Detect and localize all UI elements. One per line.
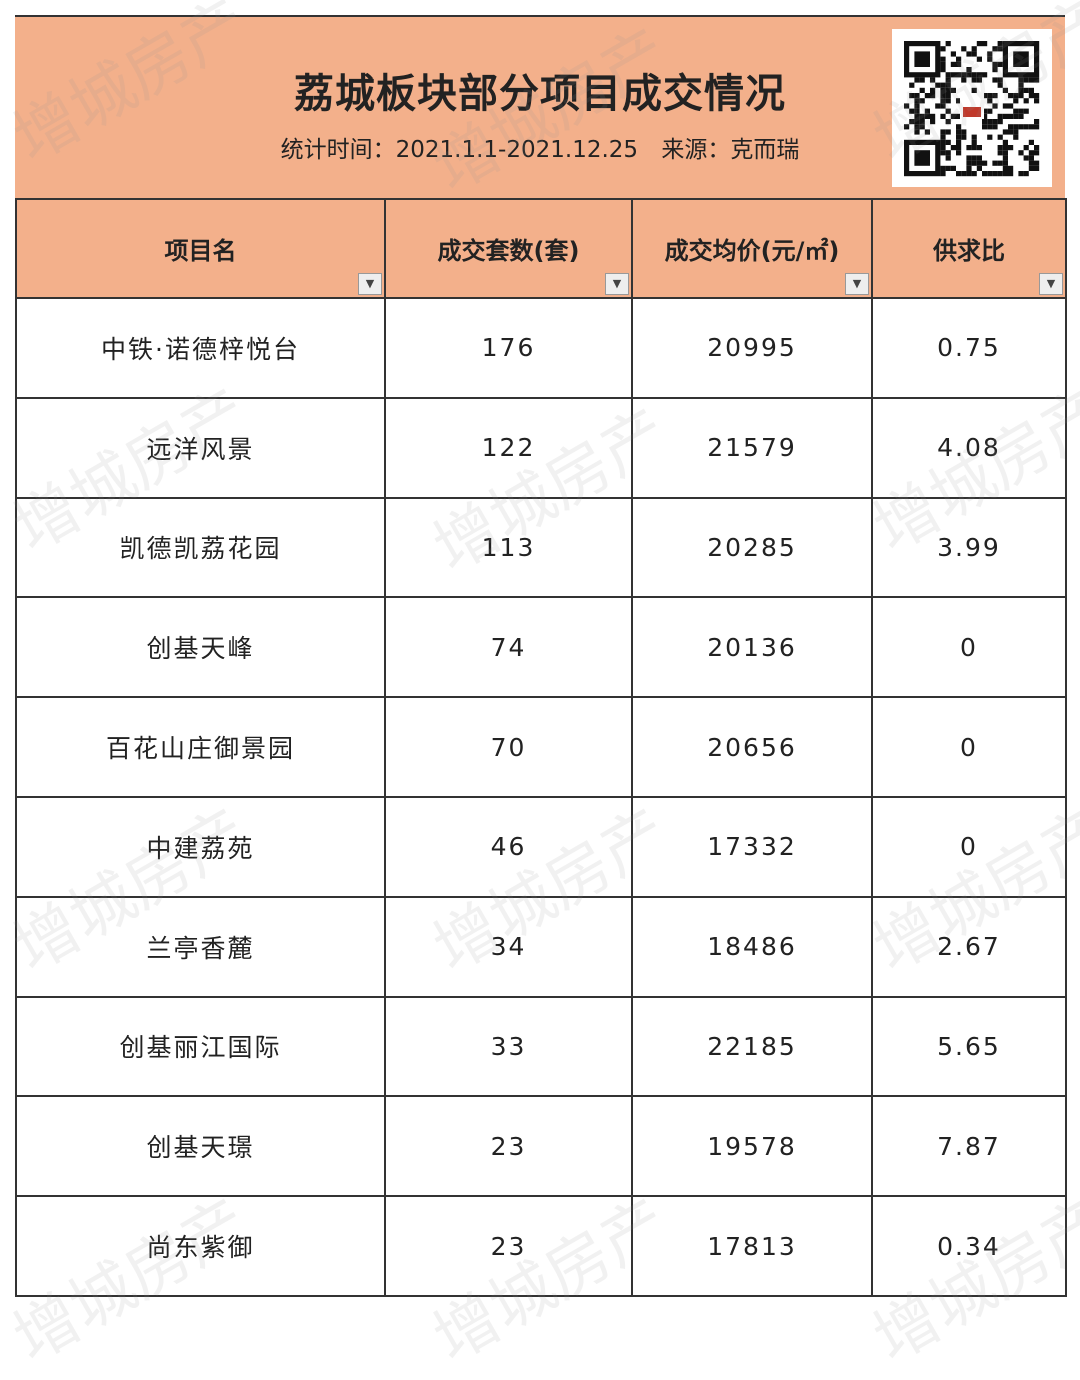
column-header-label: 供求比 (933, 237, 1005, 265)
data-source: 来源：克而瑞 (661, 137, 800, 163)
table-cell: 3.99 (871, 496, 1067, 599)
table-cell: 百花山庄御景园 (15, 696, 386, 798)
data-table: 项目名 ▼ 成交套数(套) ▼ 成交均价(元/㎡) ▼ 供求比 ▼ 中铁·诺德梓悦台 176 20… (15, 198, 1067, 1297)
table-cell: 20136 (631, 596, 873, 699)
table-row: 凯德凯荔花园 113 20285 3.99 (15, 496, 1067, 599)
table-cell: 20995 (631, 297, 873, 399)
filter-dropdown-icon[interactable]: ▼ (1039, 273, 1063, 295)
table-cell: 74 (384, 596, 633, 699)
table-cell: 凯德凯荔花园 (15, 496, 386, 599)
table-row: 远洋风景 122 21579 4.08 (15, 396, 1067, 499)
table-row: 中建荔苑 46 17332 0 (15, 795, 1067, 898)
table-row: 尚东紫御 23 17813 0.34 (15, 1195, 1067, 1297)
table-cell: 远洋风景 (15, 396, 386, 499)
table-row: 兰亭香麓 34 18486 2.67 (15, 895, 1067, 998)
table-cell: 34 (384, 895, 633, 998)
table-cell: 4.08 (871, 396, 1067, 499)
table-cell: 5.65 (871, 995, 1067, 1098)
table-cell: 46 (384, 795, 633, 898)
column-header-label: 成交均价(元/㎡) (664, 237, 840, 265)
table-cell: 20285 (631, 496, 873, 599)
table-cell: 17332 (631, 795, 873, 898)
table-cell: 创基天璟 (15, 1095, 386, 1198)
stat-period: 统计时间：2021.1.1-2021.12.25 (280, 137, 639, 163)
table-row: 创基丽江国际 33 22185 5.65 (15, 995, 1067, 1098)
filter-dropdown-icon[interactable]: ▼ (605, 273, 629, 295)
table-cell: 176 (384, 297, 633, 399)
table-row: 创基天峰 74 20136 0 (15, 596, 1067, 699)
table-cell: 23 (384, 1095, 633, 1198)
table-cell: 尚东紫御 (15, 1195, 386, 1297)
table-cell: 中铁·诺德梓悦台 (15, 297, 386, 399)
table-cell: 创基丽江国际 (15, 995, 386, 1098)
table-row: 中铁·诺德梓悦台 176 20995 0.75 (15, 297, 1067, 399)
table-cell: 22185 (631, 995, 873, 1098)
table-cell: 20656 (631, 696, 873, 798)
table-cell: 0.34 (871, 1195, 1067, 1297)
table-cell: 33 (384, 995, 633, 1098)
qr-code-icon (892, 29, 1052, 187)
column-header: 成交套数(套) ▼ (384, 198, 633, 299)
table-cell: 创基天峰 (15, 596, 386, 699)
table-cell: 17813 (631, 1195, 873, 1297)
column-header: 供求比 ▼ (871, 198, 1067, 299)
table-cell: 21579 (631, 396, 873, 499)
table-cell: 0 (871, 696, 1067, 798)
table-cell: 23 (384, 1195, 633, 1297)
title-banner: 荔城板块部分项目成交情况 统计时间：2021.1.1-2021.12.25 来源… (15, 15, 1065, 198)
table-cell: 兰亭香麓 (15, 895, 386, 998)
table-cell: 70 (384, 696, 633, 798)
table-cell: 0 (871, 596, 1067, 699)
table-cell: 0.75 (871, 297, 1067, 399)
column-header-label: 项目名 (164, 237, 237, 265)
column-header: 成交均价(元/㎡) ▼ (631, 198, 873, 299)
table-cell: 中建荔苑 (15, 795, 386, 898)
table-row: 创基天璟 23 19578 7.87 (15, 1095, 1067, 1198)
column-header: 项目名 ▼ (15, 198, 386, 299)
table-cell: 2.67 (871, 895, 1067, 998)
table-cell: 7.87 (871, 1095, 1067, 1198)
page-title: 荔城板块部分项目成交情况 (294, 71, 786, 117)
table-cell: 113 (384, 496, 633, 599)
column-header-label: 成交套数(套) (437, 237, 580, 265)
table-cell: 122 (384, 396, 633, 499)
table-cell: 19578 (631, 1095, 873, 1198)
table-row: 百花山庄御景园 70 20656 0 (15, 696, 1067, 798)
filter-dropdown-icon[interactable]: ▼ (845, 273, 869, 295)
table-cell: 0 (871, 795, 1067, 898)
filter-dropdown-icon[interactable]: ▼ (358, 273, 382, 295)
subtitle: 统计时间：2021.1.1-2021.12.25 来源：克而瑞 (15, 130, 1065, 164)
table-cell: 18486 (631, 895, 873, 998)
